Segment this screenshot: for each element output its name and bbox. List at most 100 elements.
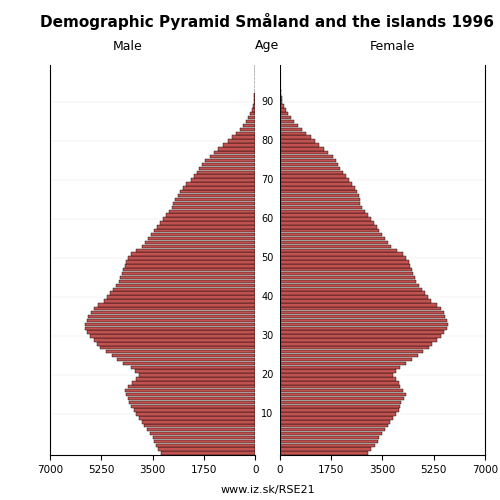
Bar (280, 206, 362, 209)
Bar (280, 252, 403, 256)
Bar (280, 132, 306, 135)
Bar (280, 140, 315, 142)
Bar (244, 124, 255, 127)
Bar (132, 381, 255, 384)
Text: 70: 70 (262, 175, 274, 185)
Bar (280, 436, 380, 439)
Bar (162, 452, 255, 454)
Bar (280, 284, 419, 287)
Bar (280, 96, 281, 100)
Bar (128, 256, 255, 260)
Bar (280, 182, 351, 186)
Bar (168, 210, 255, 213)
Bar (280, 241, 388, 244)
Bar (280, 319, 447, 322)
Bar (180, 190, 255, 194)
Bar (173, 202, 255, 205)
Bar (154, 229, 255, 232)
Bar (124, 268, 255, 272)
Bar (280, 408, 398, 412)
Bar (228, 140, 255, 142)
Bar (253, 104, 255, 108)
Bar (280, 178, 348, 182)
Bar (194, 174, 255, 178)
Text: Female: Female (370, 40, 415, 52)
Text: www.iz.sk/RSE21: www.iz.sk/RSE21 (220, 485, 315, 495)
Bar (134, 408, 255, 412)
Bar (280, 350, 424, 354)
Bar (116, 284, 255, 287)
Bar (124, 362, 255, 365)
Bar (280, 120, 294, 123)
Bar (280, 334, 441, 338)
Bar (280, 354, 417, 357)
Bar (140, 416, 255, 420)
Bar (280, 116, 291, 119)
Bar (113, 288, 255, 291)
Bar (250, 112, 255, 116)
Bar (280, 424, 388, 428)
Bar (124, 389, 255, 392)
Bar (200, 166, 255, 170)
Text: Male: Male (112, 40, 142, 52)
Bar (130, 252, 255, 256)
Bar (280, 159, 336, 162)
Bar (136, 248, 255, 252)
Bar (280, 144, 320, 146)
Bar (280, 229, 380, 232)
Text: 10: 10 (262, 409, 274, 419)
Bar (140, 374, 255, 376)
Bar (254, 92, 255, 96)
Bar (280, 214, 368, 217)
Bar (178, 194, 255, 198)
Bar (214, 151, 255, 154)
Text: 60: 60 (262, 214, 274, 224)
Bar (98, 303, 255, 306)
Bar (248, 116, 255, 119)
Bar (130, 366, 255, 369)
Bar (206, 159, 255, 162)
Bar (154, 440, 255, 443)
Bar (184, 186, 255, 190)
Bar (280, 190, 357, 194)
Bar (280, 147, 324, 150)
Bar (280, 272, 413, 276)
Bar (280, 416, 392, 420)
Bar (94, 338, 255, 342)
Bar (135, 370, 255, 373)
Bar (280, 378, 396, 380)
Bar (146, 241, 255, 244)
Bar (280, 300, 431, 302)
Bar (280, 366, 400, 369)
Bar (124, 264, 255, 268)
Bar (126, 393, 255, 396)
Bar (91, 311, 255, 314)
Bar (100, 346, 255, 350)
Bar (280, 186, 354, 190)
Bar (280, 397, 404, 400)
Bar (280, 136, 310, 139)
Bar (280, 292, 425, 295)
Bar (280, 202, 360, 205)
Bar (280, 393, 406, 396)
Bar (280, 268, 411, 272)
Bar (252, 108, 255, 112)
Bar (280, 194, 359, 198)
Text: 40: 40 (262, 292, 274, 302)
Bar (144, 424, 255, 428)
Bar (280, 358, 411, 361)
Bar (122, 272, 255, 276)
Bar (280, 112, 288, 116)
Bar (280, 326, 447, 330)
Bar (86, 319, 255, 322)
Bar (130, 404, 255, 408)
Bar (280, 276, 414, 279)
Bar (280, 311, 444, 314)
Bar (142, 244, 255, 248)
Bar (280, 428, 386, 432)
Bar (120, 276, 255, 279)
Bar (280, 412, 396, 416)
Bar (142, 420, 255, 424)
Text: 30: 30 (262, 331, 274, 341)
Bar (280, 198, 360, 201)
